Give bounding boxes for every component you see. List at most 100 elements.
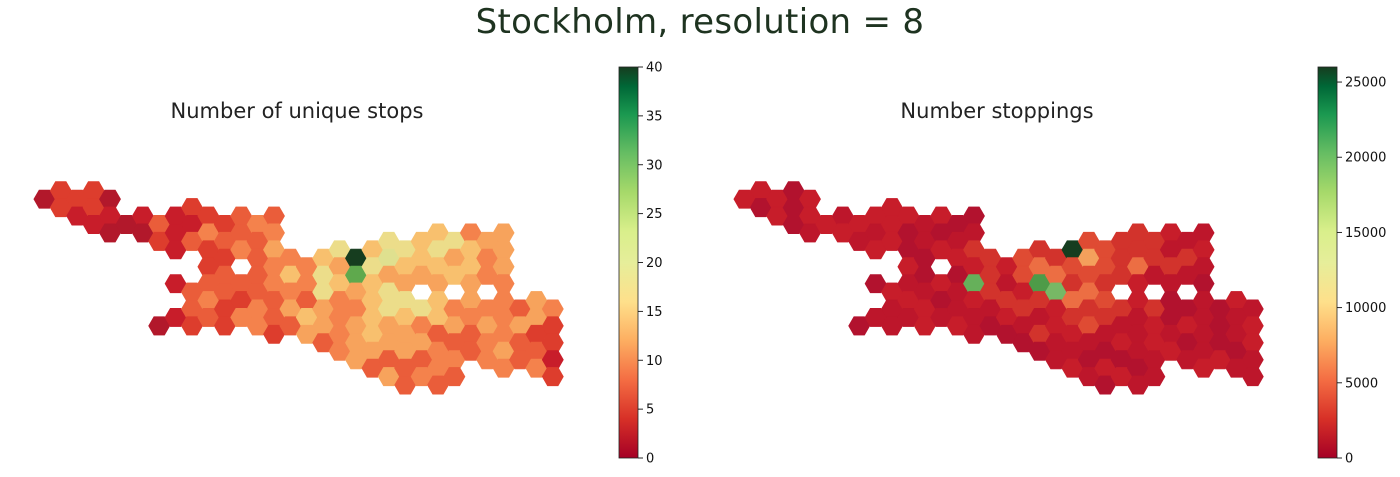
unique-stops-hex-cell [148,316,171,336]
unique-stops-hex-cell [541,367,564,387]
stoppings-hex-cell [848,316,871,336]
stoppings-hex-cell [995,324,1018,344]
unique-stops-hex-cell [394,375,417,395]
stoppings-hex-cell [946,316,969,336]
unique-stops-hex-cell [49,198,72,218]
stoppings-hex-cell [1110,367,1133,387]
stoppings-hex-cell [930,308,953,327]
unique-stops-hex-cell [230,308,253,327]
unique-stops-tick-label: 10 [646,354,663,369]
unique-stops-tick-label: 20 [646,256,663,271]
stoppings-hex-cell [831,223,854,243]
stoppings-hex-cell [1209,350,1231,370]
colorbar-stoppings-bar [1317,66,1338,459]
stoppings-hex-cell [881,231,903,251]
unique-stops-hex-cell [295,324,318,344]
unique-stops-hex-cell [476,265,499,285]
unique-stops-hex-cell [377,367,400,387]
stoppings-tick-label: 15000 [1345,226,1386,241]
hexbin-layer-stoppings [733,181,1264,395]
unique-stops-hex-cell [443,265,466,285]
stoppings-tick-label: 0 [1345,452,1353,467]
stoppings-hex-cell [864,308,887,327]
stoppings-hex-cell [782,215,805,234]
stoppings-hex-cell [1192,358,1215,378]
unique-stops-hex-cell [148,231,171,251]
stoppings-hex-cell [1143,367,1166,387]
stoppings-hex-cell [749,198,772,218]
stoppings-hex-cell [1143,265,1166,285]
hexbin-layer-unique-stops [33,181,564,395]
unique-stops-hex-cell [66,206,89,226]
stoppings-hex-cell [1012,333,1035,353]
stoppings-hex-cell [799,223,821,243]
stoppings-hex-cell [864,240,887,260]
unique-stops-hex-cell [328,341,351,361]
unique-stops-hex-cell [82,215,105,234]
stoppings-hex-cell [979,316,1002,336]
colorbar-unique-stops-ticks: 0 5 10 15 20 25 30 35 40 [638,61,663,467]
unique-stops-hex-cell [410,265,433,285]
map-panel-unique-stops: Number of unique stops [33,99,564,395]
unique-stops-tick-label: 30 [646,158,663,173]
unique-stops-hex-cell [459,341,482,361]
unique-stops-hex-cell [230,240,253,260]
stoppings-hex-cell [1045,350,1067,370]
unique-stops-hex-cell [361,358,384,378]
stoppings-hex-cell [1176,350,1199,370]
colorbar-stoppings-ticks: 0 5000 10000 15000 20000 25000 [1337,76,1386,467]
stoppings-hex-cell [930,240,953,260]
stoppings-hex-cell [1061,358,1084,378]
stoppings-hex-cell [897,308,920,327]
stoppings-hex-cell [1176,265,1199,285]
unique-stops-hex-cell [164,274,187,294]
unique-stops-hex-cell [263,324,285,344]
unique-stops-tick-label: 25 [646,207,663,222]
unique-stops-hex-cell [181,231,203,251]
stoppings-hex-cell [848,231,871,251]
unique-stops-hex-cell [492,358,515,378]
stoppings-hex-cell [733,189,756,209]
unique-stops-hex-cell [509,350,531,370]
unique-stops-tick-label: 15 [646,305,663,320]
stoppings-hex-cell [963,324,985,344]
unique-stops-tick-label: 5 [646,403,654,418]
unique-stops-hex-cell [476,350,499,370]
stoppings-tick-label: 10000 [1345,301,1386,316]
stoppings-hex-cell [913,316,936,336]
unique-stops-hex-cell [33,189,56,209]
unique-stops-hex-cell [99,223,121,243]
unique-stops-hex-cell [443,367,466,387]
colorbar-unique-stops: 0 5 10 15 20 25 30 35 40 [618,61,663,467]
unique-stops-hex-cell [164,308,187,327]
colorbar-unique-stops-bar [618,66,639,459]
stoppings-hex-cell [881,316,903,336]
stoppings-hex-cell [815,215,838,234]
unique-stops-hex-cell [427,375,449,395]
unique-stops-hex-cell [164,240,187,260]
unique-stops-hex-cell [279,316,302,336]
stoppings-hex-cell [1094,375,1117,395]
stoppings-tick-label: 25000 [1345,76,1386,91]
stoppings-hex-cell [1159,341,1182,361]
unique-stops-hex-cell [115,215,138,234]
colorbar-stoppings: 0 5000 10000 15000 20000 25000 [1317,66,1386,467]
stoppings-tick-label: 5000 [1345,376,1378,391]
stoppings-hex-cell [766,206,789,226]
unique-stops-hex-cell [312,333,335,353]
map-panel-stoppings: Number stoppings [733,99,1264,395]
unique-stops-hex-cell [345,350,367,370]
unique-stops-hex-cell [525,358,548,378]
stoppings-hex-cell [1028,341,1051,361]
stoppings-hex-cell [1241,367,1264,387]
unique-stops-tick-label: 0 [646,452,654,467]
unique-stops-tick-label: 40 [646,61,663,76]
unique-stops-hex-cell [181,316,203,336]
stoppings-hex-cell [864,274,887,294]
unique-stops-hex-cell [246,316,269,336]
unique-stops-tick-label: 35 [646,109,663,124]
unique-stops-hex-cell [131,223,154,243]
figure-title: Stockholm, resolution = 8 [475,2,925,42]
panel-title-stoppings: Number stoppings [900,99,1093,123]
